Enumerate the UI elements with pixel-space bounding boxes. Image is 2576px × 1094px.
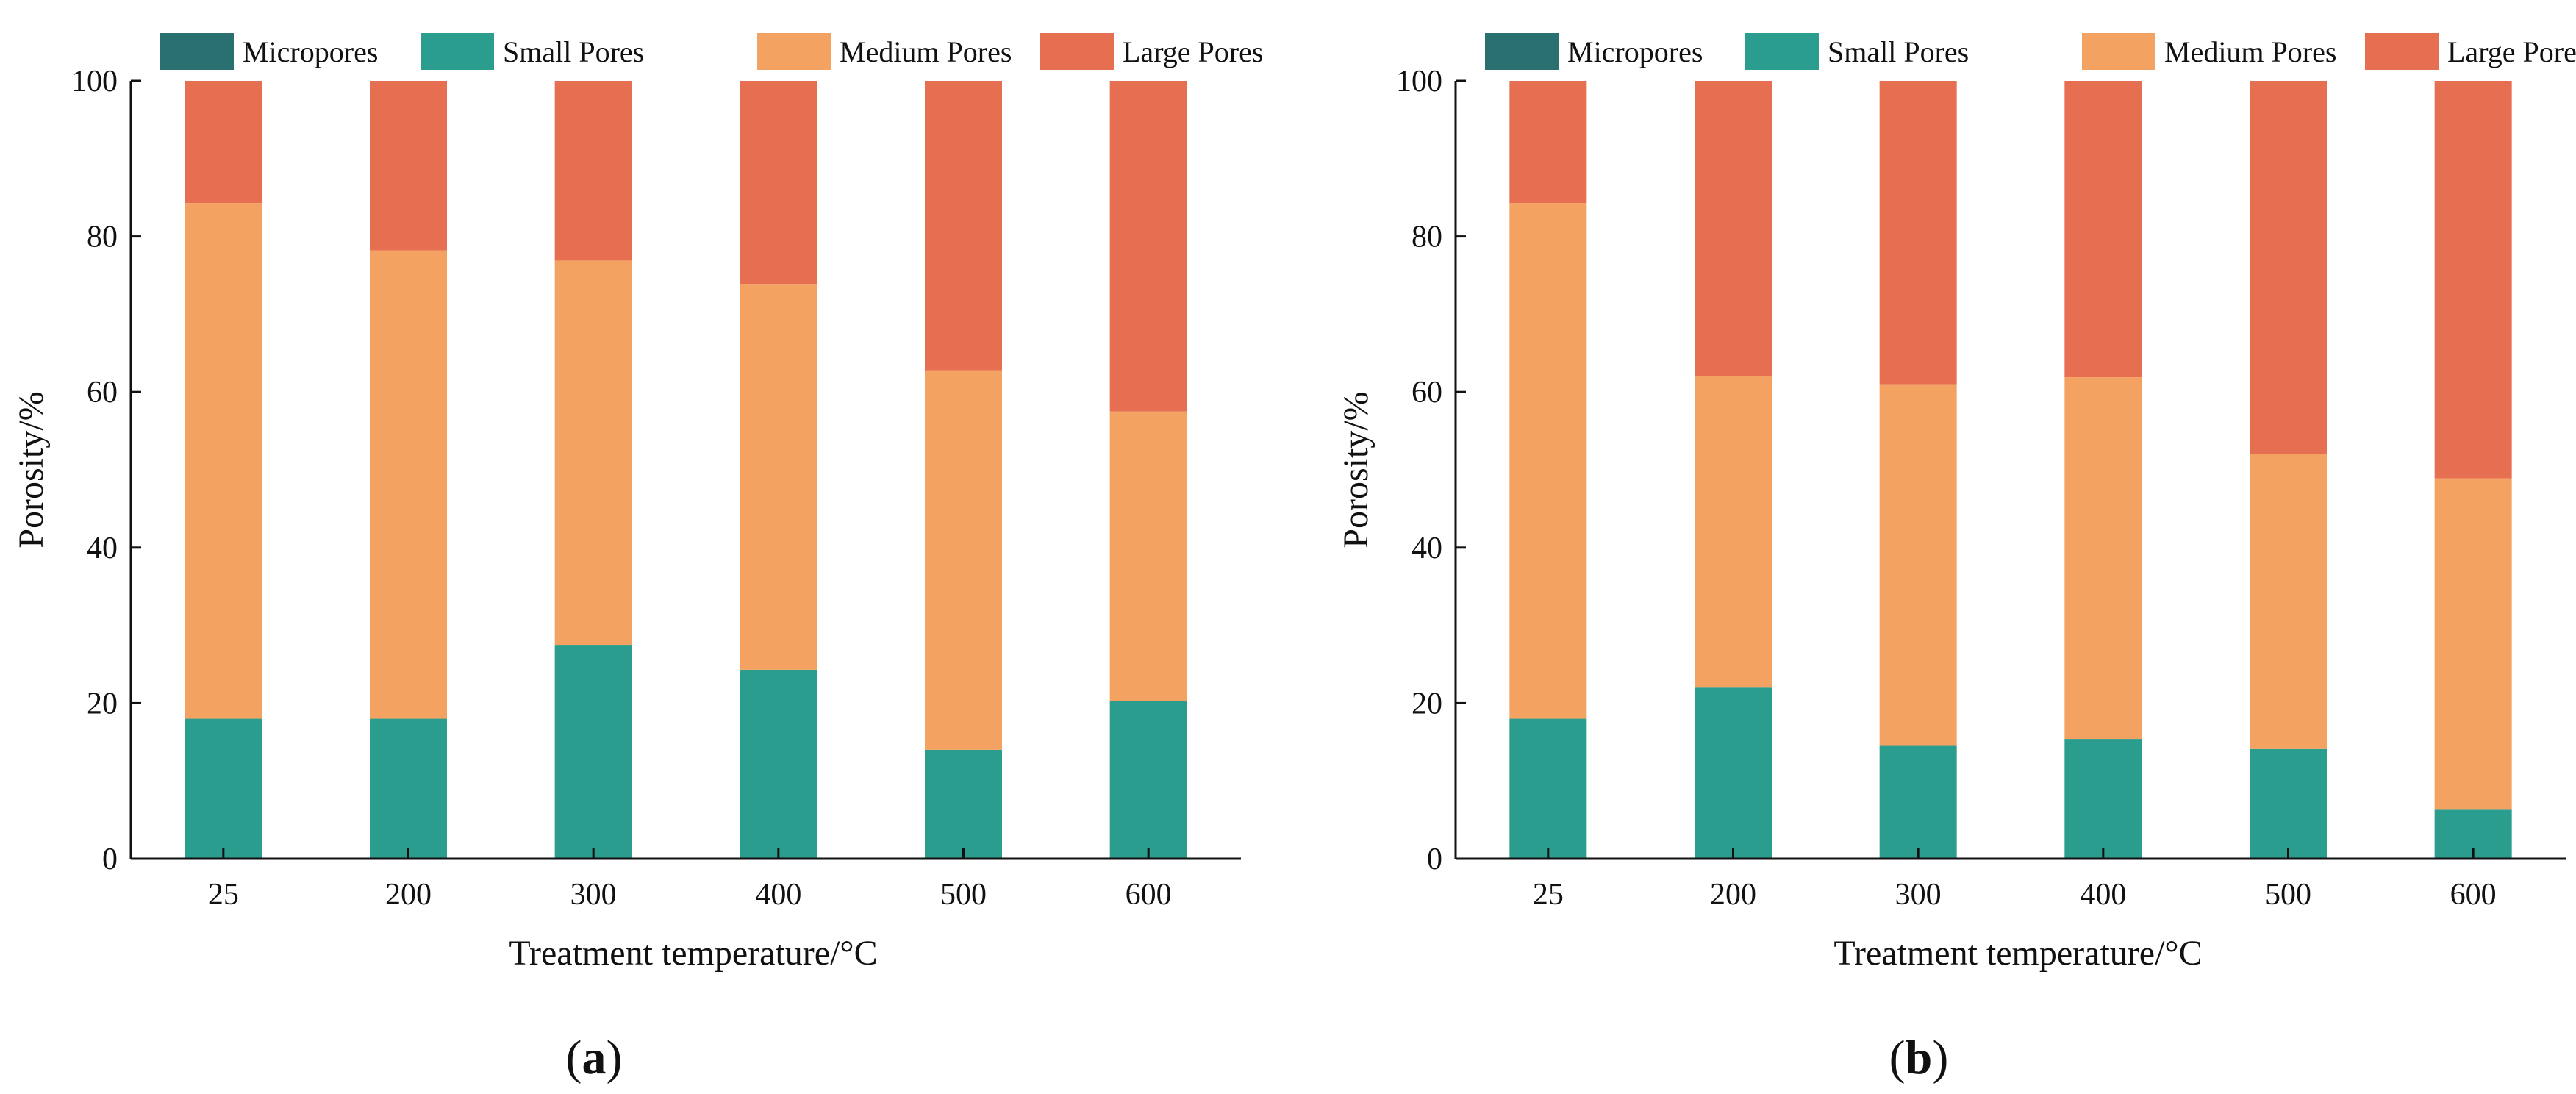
x-tick-label-600: 600 (1126, 878, 1172, 912)
legend-label-large-pores: Large Pores (2447, 35, 2576, 68)
bar-small-pores-400 (2064, 739, 2142, 859)
bar-medium-pores-25 (1509, 203, 1587, 719)
bar-medium-pores-300 (1879, 384, 1957, 746)
y-tick-label-40: 40 (87, 532, 118, 565)
bar-medium-pores-300 (554, 260, 632, 646)
legend-label-small-pores: Small Pores (1828, 35, 1969, 68)
bar-large-pores-200 (370, 81, 447, 251)
x-tick-label-400: 400 (2080, 878, 2126, 912)
x-tick-label-500: 500 (2265, 878, 2311, 912)
x-axis-title: Treatment temperature/°C (1833, 934, 2202, 973)
bar-small-pores-200 (370, 718, 447, 859)
y-tick-label-20: 20 (1412, 687, 1442, 721)
x-tick-label-500: 500 (940, 878, 987, 912)
panel-label-open: ( (1889, 1031, 1906, 1084)
bar-large-pores-400 (740, 81, 817, 285)
bars (185, 81, 1187, 859)
x-tick-label-200: 200 (385, 878, 432, 912)
legend-swatch-large-pores (2365, 33, 2439, 70)
x-tick-label-400: 400 (755, 878, 801, 912)
chart-panel-b: Micropores Small Pores Medium Pores Large P… (1337, 33, 2576, 1084)
y-tick-label-100: 100 (71, 65, 118, 99)
panel-label-close: ) (607, 1031, 623, 1084)
legend-swatch-medium-pores (2082, 33, 2155, 70)
x-tick-label-300: 300 (1895, 878, 1942, 912)
bar-large-pores-25 (1509, 81, 1587, 204)
panel-label-open: ( (566, 1031, 582, 1084)
bar-small-pores-600 (1109, 701, 1187, 859)
legend-swatch-large-pores (1040, 33, 1114, 70)
legend-label-micropores: Micropores (1567, 35, 1703, 68)
bar-medium-pores-25 (185, 203, 262, 719)
bar-medium-pores-600 (2434, 478, 2512, 810)
legend-swatch-small-pores (1745, 33, 1819, 70)
legend-label-medium-pores: Medium Pores (840, 35, 1012, 68)
bar-small-pores-300 (1879, 745, 1957, 859)
bar-medium-pores-400 (2064, 377, 2142, 740)
y-tick-label-0: 0 (1427, 843, 1442, 876)
x-tick-label-300: 300 (570, 878, 617, 912)
y-axis-title: Porosity/% (12, 391, 51, 548)
bar-large-pores-600 (2434, 81, 2512, 479)
x-axis-title: Treatment temperature/°C (509, 934, 877, 973)
y-tick-label-80: 80 (1412, 221, 1442, 254)
bar-large-pores-300 (554, 81, 632, 261)
bar-small-pores-25 (1509, 718, 1587, 859)
panel-label-letter: b (1906, 1031, 1933, 1084)
bar-large-pores-400 (2064, 81, 2142, 378)
bar-large-pores-200 (1695, 81, 1772, 377)
panel-label-close: ) (1932, 1031, 1948, 1084)
bar-large-pores-300 (1879, 81, 1957, 385)
bar-large-pores-500 (925, 81, 1002, 371)
legend-label-micropores: Micropores (243, 35, 378, 68)
bar-medium-pores-200 (370, 250, 447, 719)
legend-swatch-small-pores (421, 33, 494, 70)
legend-label-small-pores: Small Pores (503, 35, 644, 68)
panel-label-letter: a (582, 1031, 607, 1084)
y-tick-label-0: 0 (102, 843, 118, 876)
bars (1509, 81, 2512, 859)
x-tick-label-200: 200 (1710, 878, 1756, 912)
y-tick-label-80: 80 (87, 221, 118, 254)
bar-small-pores-400 (740, 669, 817, 859)
legend-swatch-micropores (1485, 33, 1559, 70)
x-tick-label-25: 25 (208, 878, 239, 912)
bar-large-pores-600 (1109, 81, 1187, 412)
legend: Micropores Small Pores Medium Pores Large P… (160, 33, 1263, 70)
legend-swatch-medium-pores (757, 33, 831, 70)
bar-medium-pores-600 (1109, 411, 1187, 701)
bar-medium-pores-500 (925, 370, 1002, 750)
bar-small-pores-200 (1695, 687, 1772, 859)
panel-label: (b) (1889, 1031, 1949, 1084)
bar-medium-pores-500 (2250, 454, 2327, 749)
bar-medium-pores-200 (1695, 376, 1772, 688)
chart-panel-a: Micropores Small Pores Medium Pores Large P… (12, 33, 1263, 1084)
x-tick-label-600: 600 (2450, 878, 2497, 912)
axes: 0 20 40 60 80 100 25 200 300 400 500 600 (71, 65, 1241, 912)
legend-label-medium-pores: Medium Pores (2164, 35, 2336, 68)
y-tick-label-20: 20 (87, 687, 118, 721)
x-tick-label-25: 25 (1533, 878, 1564, 912)
y-tick-label-60: 60 (87, 376, 118, 410)
y-axis-title: Porosity/% (1337, 391, 1375, 548)
legend: Micropores Small Pores Medium Pores Large P… (1485, 33, 2576, 70)
bar-small-pores-25 (185, 718, 262, 859)
axes: 0 20 40 60 80 100 25 200 300 400 500 600 (1396, 65, 2566, 912)
legend-swatch-micropores (160, 33, 234, 70)
bar-small-pores-300 (554, 645, 632, 859)
bar-large-pores-500 (2250, 81, 2327, 454)
bar-small-pores-500 (925, 749, 1002, 859)
y-tick-label-40: 40 (1412, 532, 1442, 565)
bar-small-pores-500 (2250, 748, 2327, 859)
bar-large-pores-25 (185, 81, 262, 204)
y-tick-label-100: 100 (1396, 65, 1442, 99)
y-tick-label-60: 60 (1412, 376, 1442, 410)
legend-label-large-pores: Large Pores (1123, 35, 1263, 68)
panel-label: (a) (566, 1031, 623, 1084)
bar-medium-pores-400 (740, 284, 817, 670)
